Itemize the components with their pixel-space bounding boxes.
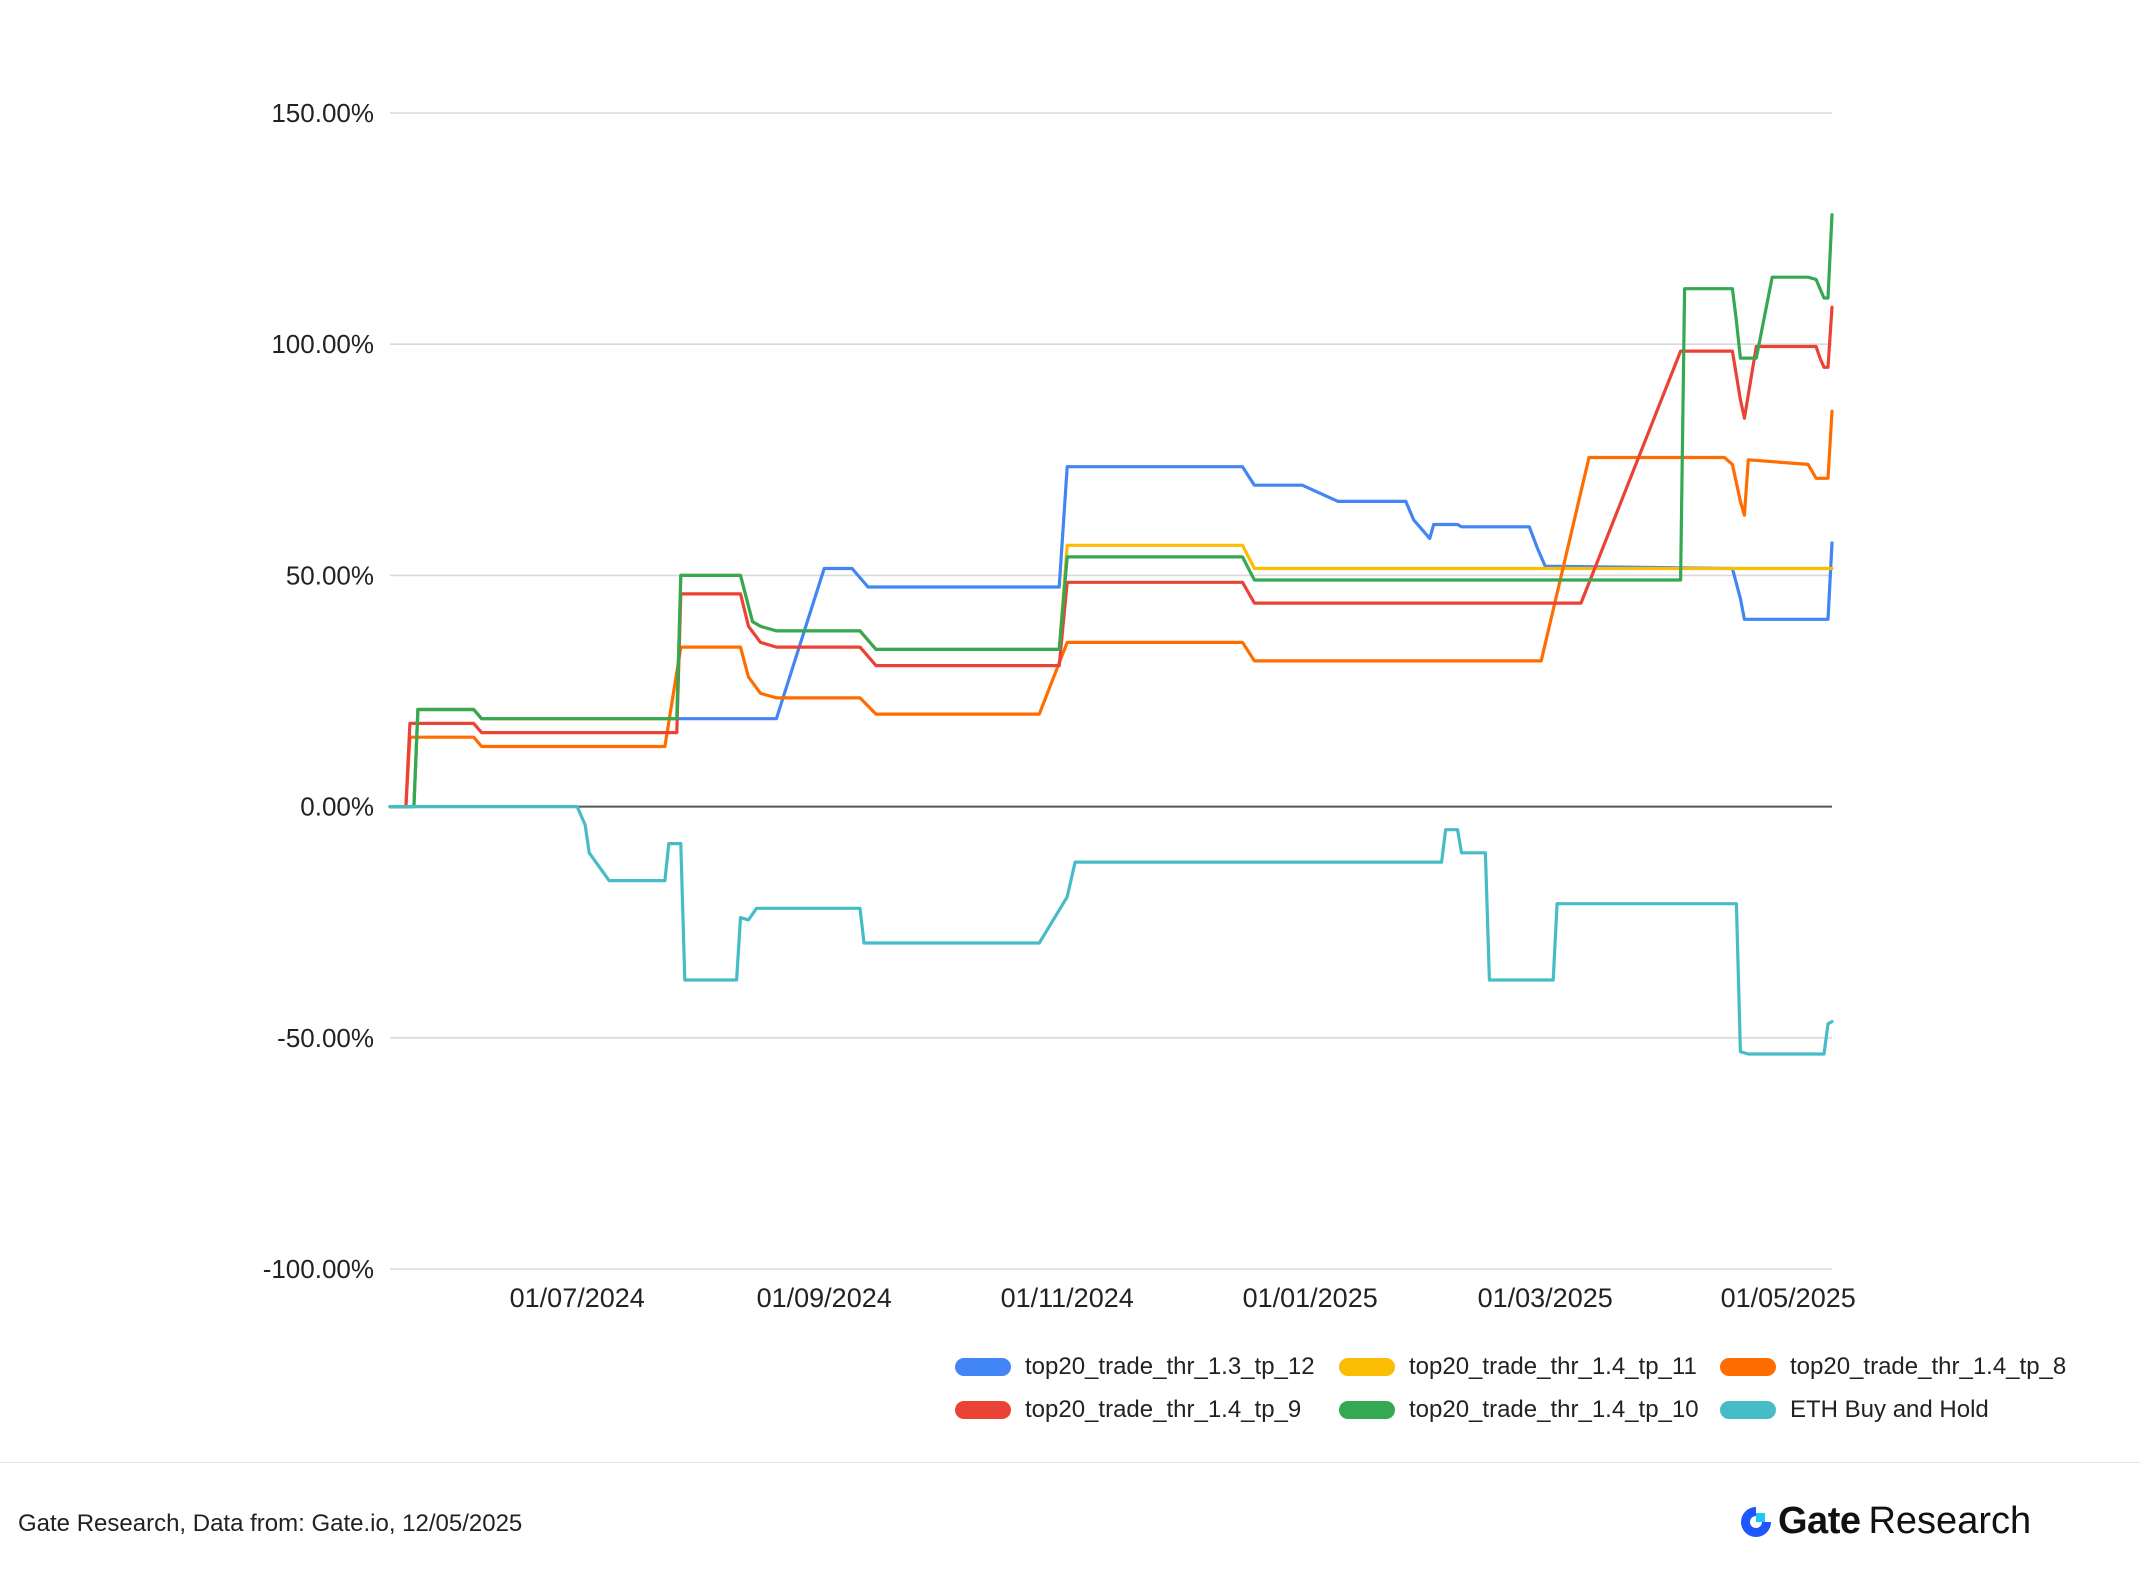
legend-label: top20_trade_thr_1.4_tp_10 xyxy=(1409,1396,1699,1423)
source-note: Gate Research, Data from: Gate.io, 12/05… xyxy=(18,1510,523,1537)
grid xyxy=(390,112,1832,1270)
brand-logo: Gate Research xyxy=(1738,1500,2031,1543)
series-line-5 xyxy=(388,805,1834,1056)
legend-label: top20_trade_thr_1.4_tp_9 xyxy=(1025,1396,1302,1423)
brand-gate-text: Gate xyxy=(1778,1500,1861,1542)
legend-item-eth-buy-and-hold[interactable]: ETH Buy and Hold xyxy=(1720,1390,1989,1430)
legend-item-thr-1-4-tp-11[interactable]: top20_trade_thr_1.4_tp_11 xyxy=(1339,1347,1697,1387)
legend-label: top20_trade_thr_1.4_tp_11 xyxy=(1409,1353,1697,1380)
x-axis: 01/07/2024 01/09/2024 01/11/2024 01/01/2025… xyxy=(510,1283,1856,1313)
legend-item-thr-1-4-tp-8[interactable]: top20_trade_thr_1.4_tp_8 xyxy=(1720,1347,2066,1387)
series-line-1 xyxy=(388,543,1834,809)
y-tick-label: 150.00% xyxy=(271,98,374,128)
legend-item-thr-1-4-tp-9[interactable]: top20_trade_thr_1.4_tp_9 xyxy=(955,1390,1301,1430)
line-chart: 150.00% 100.00% 50.00% 0.00% -50.00% -100.00%… xyxy=(263,98,1856,1313)
footer-divider xyxy=(0,1462,2140,1463)
y-tick-label: 0.00% xyxy=(300,792,374,822)
series-line-3 xyxy=(388,305,1834,809)
y-tick-label: -100.00% xyxy=(263,1254,374,1284)
series-line-2 xyxy=(388,409,1834,809)
legend: top20_trade_thr_1.3_tp_12 top20_trade_th… xyxy=(955,1347,2135,1447)
legend-label: top20_trade_thr_1.3_tp_12 xyxy=(1025,1353,1315,1380)
x-tick-label: 01/07/2024 xyxy=(510,1283,645,1313)
legend-label: top20_trade_thr_1.4_tp_8 xyxy=(1790,1353,2067,1380)
x-tick-label: 01/05/2025 xyxy=(1721,1283,1856,1313)
y-tick-label: 100.00% xyxy=(271,329,374,359)
series-line-4 xyxy=(388,213,1834,809)
legend-swatch xyxy=(1720,1401,1776,1419)
legend-swatch xyxy=(955,1401,1011,1419)
legend-label: ETH Buy and Hold xyxy=(1790,1396,1989,1423)
gate-logo-icon xyxy=(1741,1506,1771,1537)
x-tick-label: 01/01/2025 xyxy=(1243,1283,1378,1313)
x-tick-label: 01/09/2024 xyxy=(757,1283,892,1313)
legend-swatch xyxy=(1339,1401,1395,1419)
legend-swatch xyxy=(1339,1358,1395,1376)
x-tick-label: 01/11/2024 xyxy=(1001,1283,1134,1313)
series-lines xyxy=(388,213,1834,1056)
legend-swatch xyxy=(955,1358,1011,1376)
legend-item-thr-1-3-tp-12[interactable]: top20_trade_thr_1.3_tp_12 xyxy=(955,1347,1315,1387)
y-tick-label: -50.00% xyxy=(277,1023,374,1053)
y-tick-label: 50.00% xyxy=(286,560,374,590)
brand-research-text: Research xyxy=(1868,1500,2032,1542)
x-tick-label: 01/03/2025 xyxy=(1478,1283,1613,1313)
legend-item-thr-1-4-tp-10[interactable]: top20_trade_thr_1.4_tp_10 xyxy=(1339,1390,1699,1430)
y-axis: 150.00% 100.00% 50.00% 0.00% -50.00% -100.00% xyxy=(263,98,374,1284)
legend-swatch xyxy=(1720,1358,1776,1376)
